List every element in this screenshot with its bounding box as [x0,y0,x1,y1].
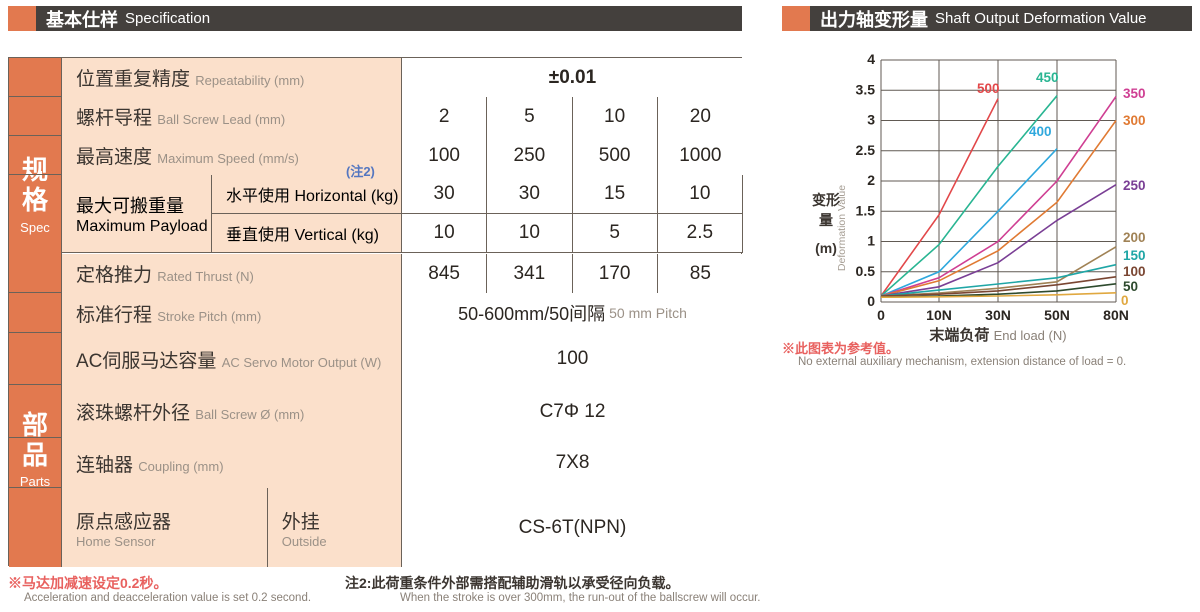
svg-text:(m): (m) [815,240,837,256]
svg-text:量: 量 [819,212,833,228]
svg-text:末端负荷 End load (N): 末端负荷 End load (N) [929,326,1066,344]
svg-text:10N: 10N [926,307,952,323]
svg-text:500: 500 [977,81,1000,96]
svg-text:2: 2 [867,172,875,188]
svg-text:80N: 80N [1103,307,1129,323]
svg-text:50: 50 [1123,279,1138,294]
svg-text:3: 3 [867,112,875,128]
svg-text:3.5: 3.5 [856,81,876,97]
svg-text:350: 350 [1123,86,1146,101]
svg-text:200: 200 [1123,230,1146,245]
svg-text:1: 1 [867,233,875,249]
svg-text:250: 250 [1123,178,1146,193]
svg-text:2.5: 2.5 [856,142,876,158]
svg-text:450: 450 [1036,70,1059,85]
svg-text:300: 300 [1123,113,1146,128]
svg-text:4: 4 [867,51,875,67]
svg-text:变形: 变形 [812,192,840,208]
svg-text:400: 400 [1029,124,1052,139]
svg-text:0: 0 [877,307,885,323]
svg-text:1.5: 1.5 [856,202,876,218]
svg-text:100: 100 [1123,264,1146,279]
svg-text:50N: 50N [1044,307,1070,323]
svg-text:0.5: 0.5 [856,263,876,279]
svg-text:0: 0 [867,293,875,309]
svg-text:0: 0 [1121,293,1129,308]
svg-text:30N: 30N [985,307,1011,323]
svg-text:150: 150 [1123,248,1146,263]
